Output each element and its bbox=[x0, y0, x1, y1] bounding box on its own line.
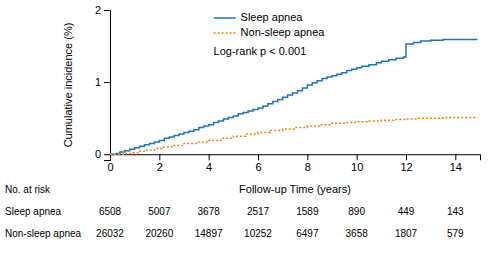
x-tick-label: 8 bbox=[305, 161, 311, 173]
x-tick-label: 14 bbox=[450, 161, 462, 173]
y-tick: 0 bbox=[95, 148, 110, 160]
risk-number: 6497 bbox=[296, 228, 319, 239]
risk-row-label: Sleep apnea bbox=[5, 206, 62, 217]
x-tick: 0 bbox=[107, 154, 113, 173]
risk-number: 1589 bbox=[296, 206, 319, 217]
x-tick-mark bbox=[307, 154, 308, 160]
x-tick: 2 bbox=[157, 154, 163, 173]
risk-number: 2517 bbox=[247, 206, 270, 217]
y-axis-title: Cumulative incidence (%) bbox=[62, 23, 74, 148]
x-tick-mark bbox=[455, 154, 456, 160]
risk-number: 20260 bbox=[145, 228, 173, 239]
risk-number: 143 bbox=[447, 206, 464, 217]
x-tick: 14 bbox=[450, 154, 462, 173]
x-tick: 6 bbox=[255, 154, 261, 173]
y-tick-label: 2 bbox=[95, 4, 101, 16]
legend: Sleep apnea Non-sleep apnea bbox=[214, 11, 326, 38]
annotation: Log-rank p < 0.001 bbox=[214, 45, 307, 57]
risk-number: 3658 bbox=[346, 228, 369, 239]
y-tick-label: 1 bbox=[95, 76, 101, 88]
legend-swatch bbox=[214, 17, 236, 19]
risk-number: 1807 bbox=[395, 228, 418, 239]
risk-table-title: No. at risk bbox=[5, 184, 51, 195]
risk-number: 449 bbox=[398, 206, 415, 217]
y-axis: 0 1 2 bbox=[95, 4, 111, 160]
x-tick-mark bbox=[110, 154, 111, 160]
legend-label: Sleep apnea bbox=[241, 11, 304, 23]
risk-row-label: Non-sleep apnea bbox=[5, 228, 82, 239]
y-tick-mark bbox=[104, 154, 110, 155]
x-tick-mark bbox=[357, 154, 358, 160]
x-tick-label: 12 bbox=[400, 161, 412, 173]
x-tick: 4 bbox=[206, 154, 212, 173]
legend-label: Non-sleep apnea bbox=[241, 26, 326, 38]
series-line bbox=[110, 40, 478, 155]
x-tick: 12 bbox=[400, 154, 412, 173]
plot-area bbox=[110, 40, 478, 155]
x-tick-mark bbox=[209, 154, 210, 160]
x-tick-mark bbox=[159, 154, 160, 160]
risk-number: 6508 bbox=[99, 206, 122, 217]
x-tick-label: 6 bbox=[255, 161, 261, 173]
chart: 012Cumulative incidence (%)02468101214Sl… bbox=[0, 0, 500, 267]
x-tick-label: 10 bbox=[351, 161, 363, 173]
x-tick-mark bbox=[258, 154, 259, 160]
x-axis: 0 2 4 6 8 10 12 14 bbox=[107, 154, 480, 173]
risk-number: 10252 bbox=[244, 228, 272, 239]
x-axis-title: Follow-up Time (years) bbox=[239, 183, 351, 195]
risk-number: 579 bbox=[447, 228, 464, 239]
risk-number: 3678 bbox=[198, 206, 221, 217]
y-tick: 2 bbox=[95, 4, 110, 16]
x-tick: 10 bbox=[351, 154, 363, 173]
x-tick-mark bbox=[406, 154, 407, 160]
x-tick-label: 0 bbox=[107, 161, 113, 173]
x-tick-label: 4 bbox=[206, 161, 212, 173]
risk-number: 890 bbox=[348, 206, 365, 217]
y-axis-line bbox=[104, 11, 111, 161]
risk-number: 5007 bbox=[148, 206, 171, 217]
risk-number: 26032 bbox=[96, 228, 124, 239]
x-tick: 8 bbox=[305, 154, 311, 173]
x-tick-label: 2 bbox=[157, 161, 163, 173]
y-tick-mark bbox=[104, 82, 110, 83]
x-axis-line bbox=[111, 155, 481, 161]
legend-swatch bbox=[214, 32, 236, 34]
series-line bbox=[110, 117, 478, 154]
y-tick-mark bbox=[104, 10, 110, 11]
y-tick: 1 bbox=[95, 76, 110, 88]
risk-number: 14897 bbox=[195, 228, 223, 239]
y-tick-label: 0 bbox=[95, 148, 101, 160]
